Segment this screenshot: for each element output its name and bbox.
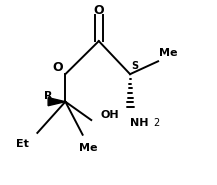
Polygon shape [48,98,65,106]
Text: 2: 2 [153,118,159,128]
Text: Me: Me [159,48,177,58]
Text: NH: NH [130,118,149,128]
Text: OH: OH [100,110,119,120]
Text: Et: Et [16,139,29,149]
Text: O: O [53,61,63,74]
Text: O: O [94,4,104,17]
Text: R: R [44,91,52,101]
Text: Me: Me [79,143,97,153]
Text: S: S [131,61,138,71]
